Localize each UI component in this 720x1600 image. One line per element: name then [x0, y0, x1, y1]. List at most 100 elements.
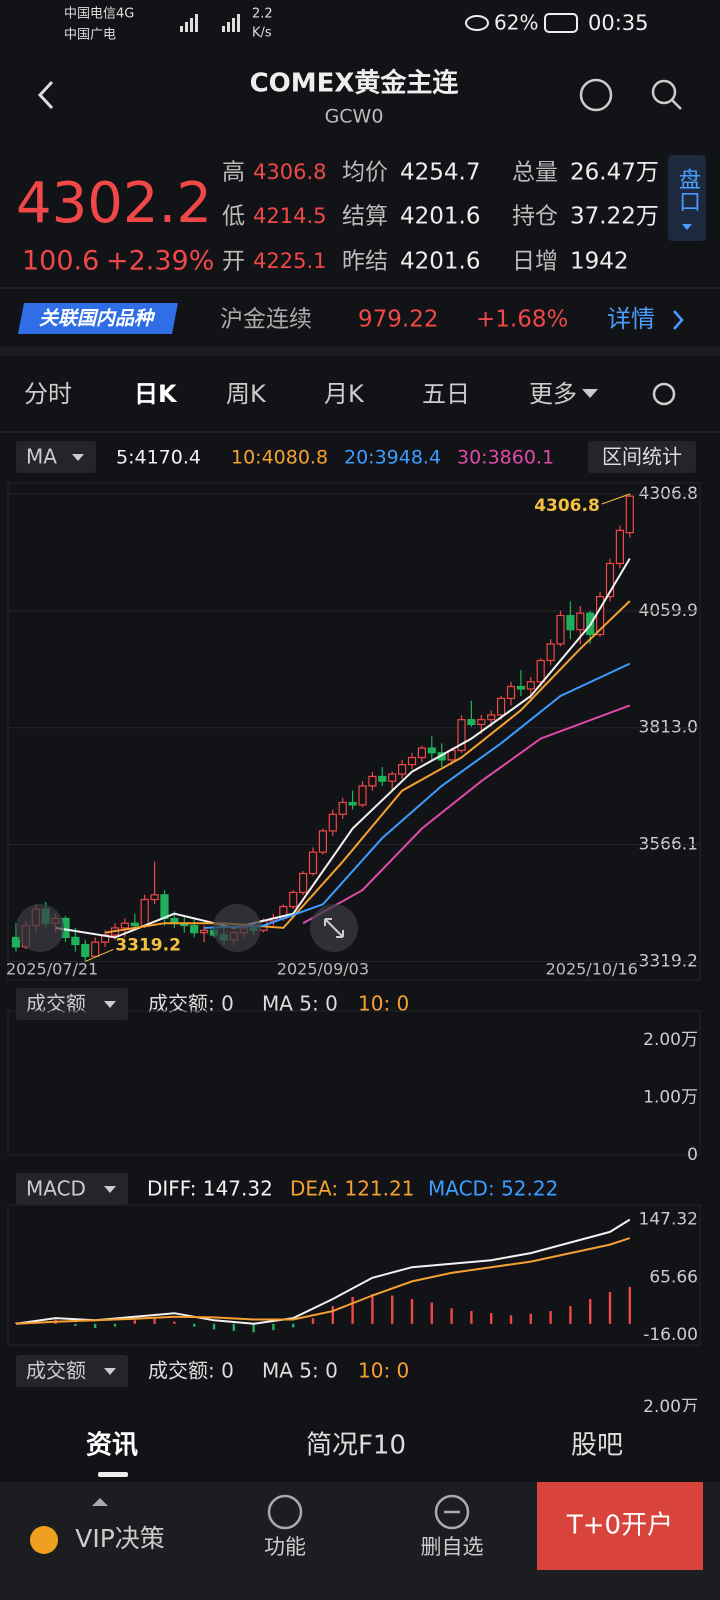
- line: [15, 1237, 631, 1325]
- macd-bar: [430, 1302, 433, 1324]
- ma-selector-label: MA: [26, 445, 57, 469]
- indicator-value: MA 5: 0: [262, 1359, 338, 1383]
- related-price: 979.22: [358, 307, 438, 333]
- macd-bar: [94, 1323, 97, 1329]
- details-link[interactable]: 详情: [607, 305, 655, 333]
- candle-body: [576, 612, 585, 631]
- bottom-tabs: 资讯 简况F10 股吧: [86, 1431, 623, 1461]
- y-tick-label: 2.00万: [643, 1397, 698, 1417]
- candle-body: [368, 775, 377, 787]
- candle-body: [71, 936, 80, 946]
- change: 100.6: [22, 246, 99, 277]
- bottom-tab[interactable]: 简况F10: [306, 1431, 406, 1461]
- open-account-button[interactable]: [537, 1482, 703, 1570]
- y-tick-label: 1.00万: [643, 1087, 698, 1107]
- candle-body: [536, 659, 545, 683]
- stat-value: 4306.8: [253, 160, 326, 184]
- stat-label: 开: [222, 249, 245, 275]
- indicator-selector[interactable]: [16, 1173, 128, 1205]
- settings-button[interactable]: [652, 382, 676, 406]
- more-caret: [582, 389, 598, 398]
- indicator-selector[interactable]: [16, 1355, 128, 1387]
- stat-label: 结算: [342, 204, 388, 230]
- side-button-caret: [682, 224, 692, 230]
- legend-entry: 5:4170.4: [116, 447, 201, 469]
- y-tick-label: -16.00: [643, 1325, 698, 1345]
- caret: [72, 454, 84, 461]
- section-gap: [0, 346, 720, 356]
- stat-value: 4201.6: [400, 204, 480, 230]
- last-price: 4302.2: [16, 171, 212, 236]
- indicator-value: 成交额: 0: [148, 992, 234, 1016]
- back-button[interactable]: [37, 80, 54, 110]
- line: [204, 662, 631, 929]
- candle-body: [358, 785, 367, 806]
- candle-body: [487, 714, 496, 721]
- candle-body: [417, 747, 426, 759]
- macd-bar: [529, 1313, 532, 1324]
- refresh-button[interactable]: [579, 78, 613, 112]
- candle-body: [348, 801, 357, 806]
- macd-bar: [450, 1308, 453, 1324]
- side-button[interactable]: [668, 155, 706, 241]
- candle-body: [407, 756, 417, 766]
- candle-body: [516, 685, 526, 690]
- candle-body: [190, 924, 199, 934]
- scroll-button[interactable]: [213, 904, 261, 952]
- period-tab[interactable]: 更多: [529, 380, 577, 408]
- legend-entry: 30:3860.1: [457, 447, 554, 469]
- caret: [104, 1001, 116, 1008]
- period-tab[interactable]: 周K: [226, 380, 267, 408]
- period-tab[interactable]: 分时: [24, 380, 72, 408]
- period-tab[interactable]: 月K: [324, 380, 365, 408]
- nav-item[interactable]: 删自选: [421, 1535, 484, 1559]
- carrier: 中国广电: [64, 28, 116, 43]
- bottom-tab[interactable]: 资讯: [86, 1431, 138, 1461]
- macd-bar: [193, 1323, 196, 1327]
- candle-body: [388, 773, 397, 782]
- nav-item[interactable]: VIP决策: [75, 1524, 165, 1553]
- candle-body: [605, 562, 615, 598]
- candle-body: [457, 719, 466, 752]
- candle-body: [299, 872, 308, 894]
- scroll-left-button[interactable]: [16, 904, 64, 952]
- indicator-selector-label: MACD: [26, 1177, 86, 1201]
- macd-bar: [470, 1311, 473, 1324]
- period-tab[interactable]: 日K: [134, 380, 178, 408]
- y-tick-label: 147.32: [639, 1210, 698, 1230]
- min-label: 3319.2: [115, 935, 181, 955]
- nav-item[interactable]: 功能: [264, 1535, 306, 1559]
- candle-body: [11, 936, 21, 948]
- search-button[interactable]: [651, 79, 677, 105]
- candle-body: [556, 614, 565, 645]
- macd-bar: [351, 1296, 354, 1324]
- macd-bar: [133, 1320, 136, 1324]
- macd-bar: [153, 1318, 156, 1324]
- stats-button[interactable]: [588, 441, 696, 473]
- remove-icon: [434, 1494, 470, 1530]
- candle-body: [526, 681, 535, 690]
- macd-bar: [272, 1323, 275, 1331]
- candle-body: [130, 922, 139, 927]
- bottom-tab[interactable]: 股吧: [571, 1431, 623, 1461]
- indicator-selector-label: 成交额: [26, 992, 86, 1016]
- candle-body: [625, 495, 634, 534]
- legend-entry: MACD: 52.22: [428, 1177, 558, 1201]
- ma-selector[interactable]: [16, 441, 96, 473]
- candle-body: [289, 891, 298, 908]
- stat-value: 4254.7: [400, 160, 480, 186]
- x-tick-label: 2025/09/03: [277, 960, 369, 979]
- macd-bar: [628, 1286, 631, 1324]
- candle-body: [506, 685, 516, 699]
- macd-bar: [490, 1313, 493, 1324]
- nav-item[interactable]: T+0开户: [566, 1511, 673, 1541]
- indicator-selector[interactable]: [16, 988, 128, 1020]
- period-tab[interactable]: 五日: [422, 380, 470, 408]
- macd-bar: [331, 1306, 334, 1324]
- search-handle: [671, 99, 682, 110]
- y-tick-label: 0: [687, 1145, 698, 1165]
- candle-body: [308, 851, 318, 875]
